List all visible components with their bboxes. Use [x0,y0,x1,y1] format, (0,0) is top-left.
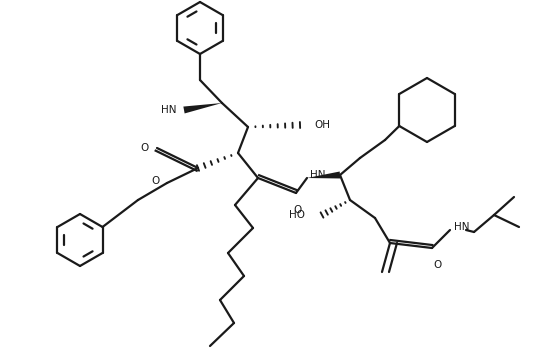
Polygon shape [307,172,340,179]
Text: HN: HN [162,105,177,115]
Text: HO: HO [289,210,305,220]
Text: HN: HN [454,222,470,232]
Polygon shape [183,103,222,113]
Text: O: O [152,176,160,186]
Text: O: O [433,260,441,270]
Text: HN: HN [310,170,325,180]
Text: O: O [141,143,149,153]
Text: O: O [294,205,302,215]
Text: OH: OH [314,120,330,130]
